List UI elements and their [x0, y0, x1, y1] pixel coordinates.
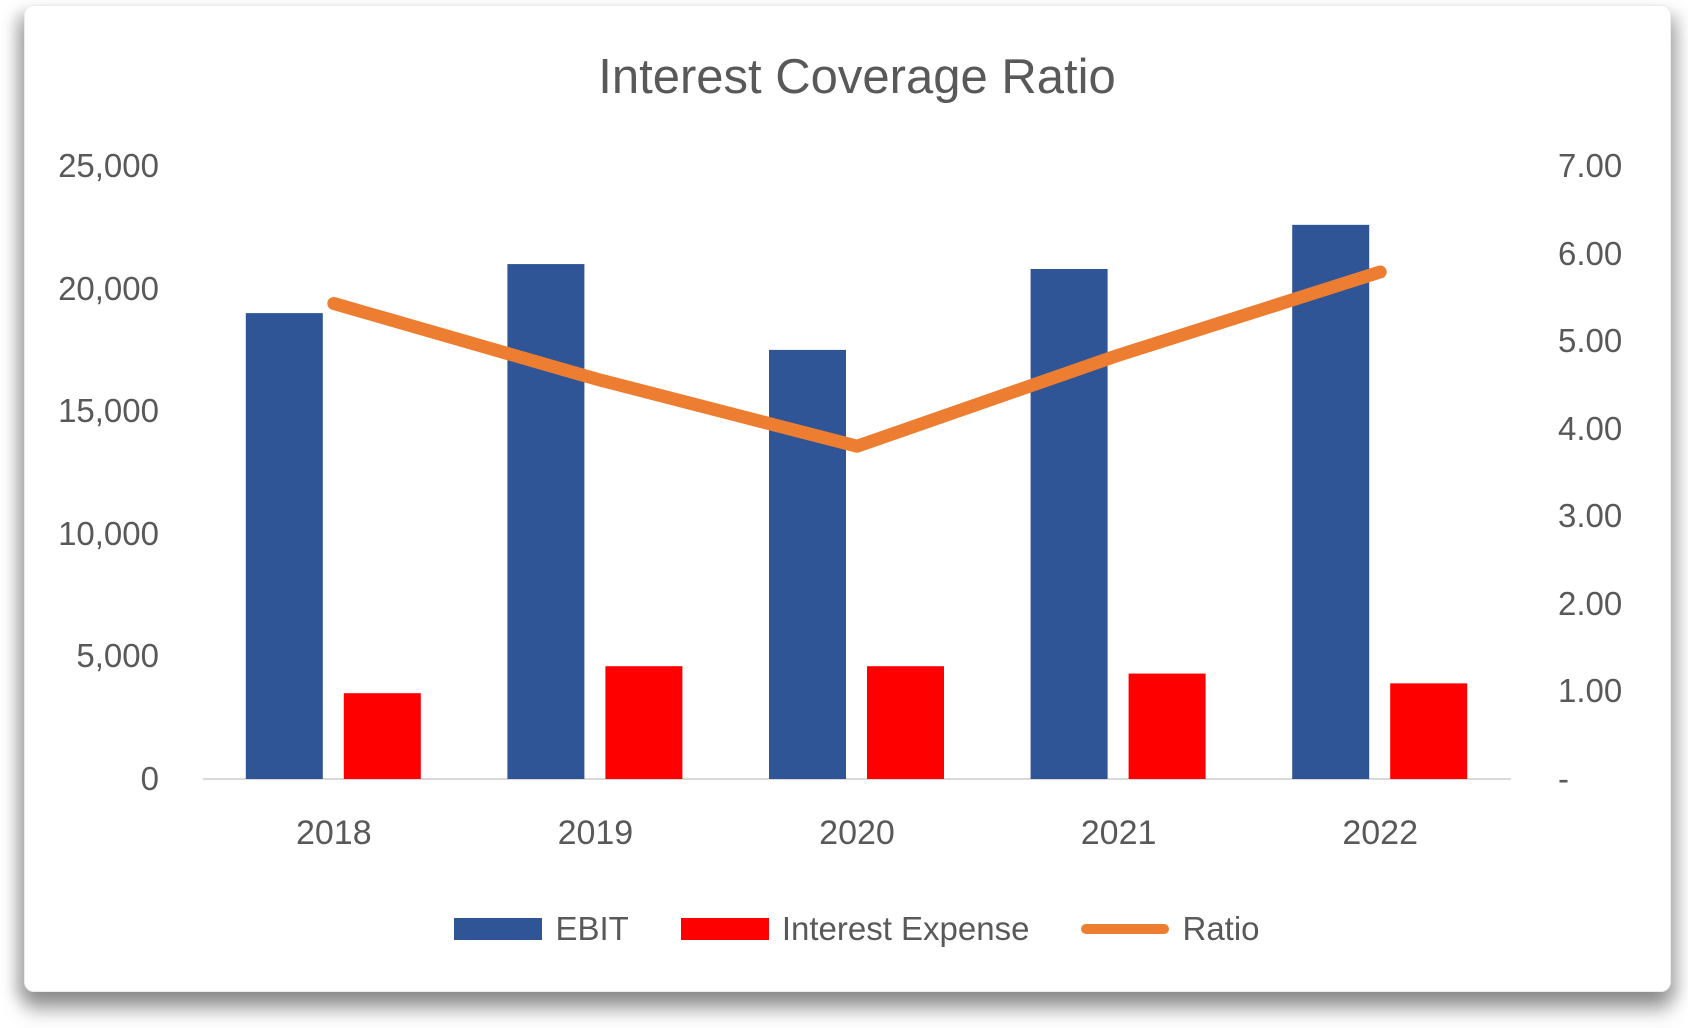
- x-axis-label-2020: 2020: [819, 814, 895, 852]
- y-axis-right-tick: 6.00: [1558, 234, 1623, 272]
- legend-item-ratio: Ratio: [1081, 909, 1260, 949]
- y-axis-left-tick: 25,000: [58, 147, 159, 184]
- x-axis-label-2021: 2021: [1080, 814, 1157, 852]
- y-axis-right-tick: 1.00: [1558, 672, 1623, 710]
- ratio-line: [327, 265, 1387, 453]
- ebit-bar-2019: [507, 264, 585, 780]
- x-axis-label-2019: 2019: [557, 814, 634, 852]
- y-axis-left-tick: 10,000: [58, 514, 159, 552]
- y-axis-right-tick: 2.00: [1558, 584, 1623, 622]
- interest-expense-swatch-icon: [680, 918, 769, 940]
- y-axis-right-tick: 4.00: [1558, 409, 1623, 447]
- x-axis-label-2022: 2022: [1342, 814, 1418, 852]
- legend-label-interest-expense: Interest Expense: [781, 910, 1030, 947]
- interest-expense-bar-2019: [605, 666, 683, 779]
- legend-item-interest-expense: Interest Expense: [680, 909, 1030, 949]
- legend-label-ebit: EBIT: [555, 910, 629, 947]
- ratio-line-swatch-icon: [1081, 924, 1170, 934]
- y-axis-left-tick: 15,000: [58, 392, 159, 430]
- legend-item-ebit: EBIT: [454, 909, 629, 949]
- y-axis-right-tick: 7.00: [1558, 147, 1623, 184]
- chart-title: Interest Coverage Ratio: [598, 50, 1116, 104]
- interest-expense-bar-2018: [343, 693, 421, 779]
- legend-label-ratio: Ratio: [1182, 910, 1260, 947]
- y-axis-right-tick: 3.00: [1558, 497, 1623, 535]
- y-axis-left-tick: 5,000: [76, 637, 159, 675]
- x-axis-label-2018: 2018: [295, 814, 372, 852]
- ebit-bar-2020: [769, 349, 846, 779]
- plot-area: [203, 224, 1511, 780]
- y-axis-left-tick: 0: [140, 760, 159, 797]
- ebit-bar-2018: [245, 313, 323, 779]
- y-axis-right-tick: -: [1558, 760, 1569, 797]
- ebit-bar-2022: [1292, 224, 1370, 779]
- interest-expense-bar-2022: [1390, 683, 1468, 779]
- y-axis-right-tick: 5.00: [1558, 322, 1623, 360]
- chart-card: Interest Coverage Ratio 25,000 20,000 15,0…: [24, 5, 1671, 992]
- y-axis-left-tick: 20,000: [58, 269, 159, 307]
- ebit-bar-2021: [1030, 268, 1108, 779]
- legend: EBIT Interest Expense Ratio: [203, 907, 1511, 951]
- interest-expense-bar-2020: [867, 666, 944, 779]
- ebit-swatch-icon: [454, 918, 543, 940]
- interest-expense-bar-2021: [1128, 673, 1206, 779]
